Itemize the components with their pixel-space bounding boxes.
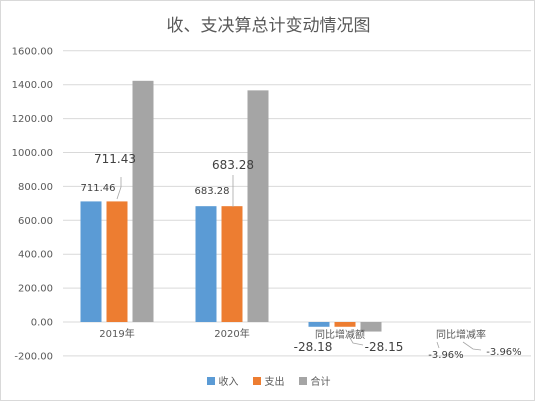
data-label: -28.15 (365, 340, 404, 354)
bar-income (195, 206, 217, 322)
data-label: -3.96% (486, 347, 521, 358)
data-label: 711.46 (81, 183, 116, 194)
legend-item-expense: 支出 (252, 373, 285, 388)
x-category-label: 2019年 (99, 327, 134, 340)
bar-total (132, 80, 154, 322)
y-tick-label: 400.00 (18, 250, 53, 261)
chart-legend: 收入 支出 合计 (1, 373, 535, 388)
y-tick-label: 200.00 (18, 284, 53, 295)
y-tick-label: -200.00 (14, 351, 53, 362)
data-label: 683.28 (212, 158, 254, 172)
chart-title: 收、支决算总计变动情况图 (166, 16, 371, 36)
y-tick-label: 1600.00 (12, 46, 53, 57)
legend-item-total: 合计 (298, 373, 331, 388)
legend-label-total: 合计 (310, 377, 331, 388)
bar-expense (221, 206, 243, 322)
legend-swatch-expense (252, 376, 261, 385)
bar-total (360, 322, 382, 332)
bar-expense (334, 322, 356, 327)
y-tick-label: 1400.00 (12, 80, 53, 91)
data-label: -28.18 (294, 340, 333, 354)
bar-income (80, 201, 102, 322)
y-tick-label: 800.00 (18, 182, 53, 193)
leader-line (436, 341, 440, 349)
bar-total (247, 90, 269, 323)
bar-expense (106, 201, 128, 322)
y-tick-label: 1200.00 (12, 114, 53, 125)
leader-line (116, 177, 122, 200)
data-label: 711.43 (94, 152, 136, 166)
y-tick-label: 1000.00 (12, 148, 53, 159)
y-tick-label: 600.00 (18, 216, 53, 227)
bar-income (308, 322, 330, 327)
x-category-label: 2020年 (214, 327, 249, 340)
x-category-label: 同比增减额 (315, 328, 365, 341)
legend-label-expense: 支出 (264, 377, 285, 388)
legend-item-income: 收入 (206, 373, 239, 388)
legend-swatch-total (298, 376, 307, 385)
x-category-label: 同比增减率 (436, 328, 486, 341)
data-label: 683.28 (195, 186, 230, 197)
legend-swatch-income (206, 376, 215, 385)
leader-line (346, 332, 364, 346)
data-label: -3.96% (428, 350, 463, 361)
leader-line (462, 341, 482, 351)
y-tick-label: 0.00 (31, 318, 53, 329)
legend-label-income: 收入 (218, 377, 239, 388)
